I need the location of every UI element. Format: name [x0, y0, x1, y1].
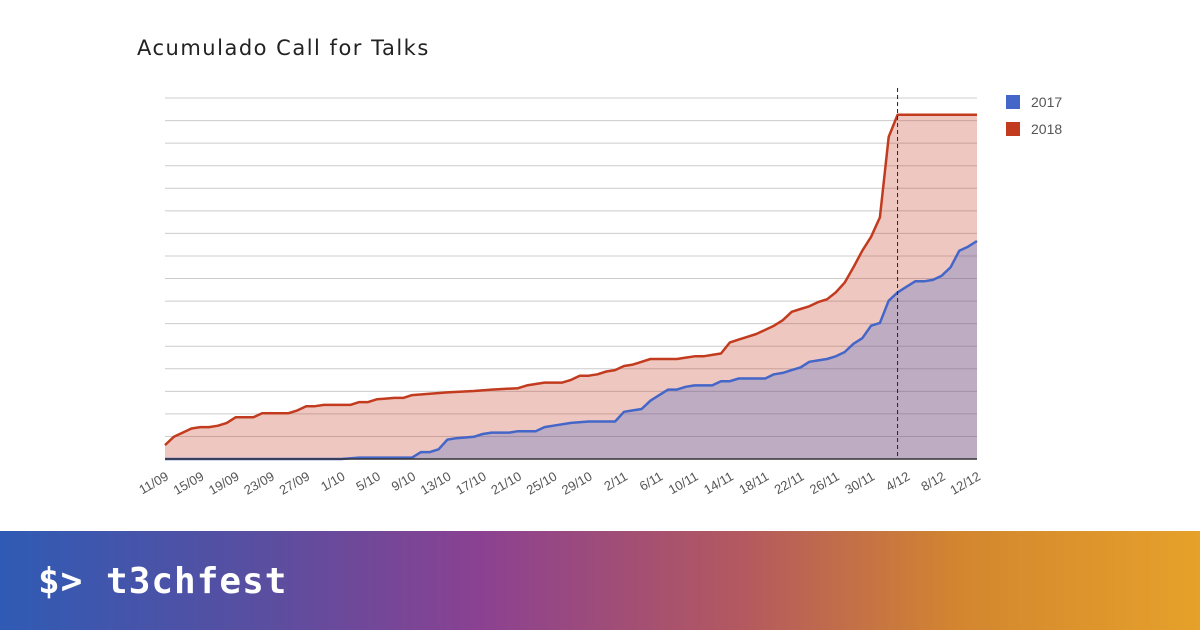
- x-tick-label: 23/09: [241, 468, 277, 497]
- x-tick-label: 25/10: [524, 468, 560, 497]
- x-tick-label: 19/09: [206, 468, 242, 497]
- legend-swatch-2017: [1006, 94, 1020, 109]
- chart-title: Acumulado Call for Talks: [137, 36, 430, 60]
- series-area-2018: [165, 114, 977, 459]
- series-lines: [164, 113, 978, 461]
- series-line-2018[interactable]: [164, 113, 977, 447]
- x-tick-label: 17/10: [453, 468, 489, 497]
- x-tick-label: 14/11: [701, 469, 736, 498]
- legend-item-2018[interactable]: 2018: [1006, 115, 1062, 142]
- x-tick-label: 2/11: [601, 469, 630, 494]
- x-tick-label: 4/12: [883, 468, 912, 494]
- series-line-2017[interactable]: [165, 239, 978, 461]
- x-tick-label: 15/09: [171, 468, 207, 497]
- x-tick-label: 21/10: [488, 468, 524, 497]
- x-tick-label: 22/11: [772, 468, 807, 497]
- chart-area: 11/09 15/09 19/09 23/09 27/09 1/10 5/10 9/10 13/…: [136, 88, 983, 498]
- x-tick-label: 10/11: [666, 469, 701, 498]
- legend-label-2017: 2017: [1031, 93, 1063, 110]
- gridlines: [165, 97, 977, 437]
- x-tick-label: 9/10: [389, 468, 418, 494]
- x-tick-label: 27/09: [277, 468, 313, 497]
- x-tick-label: 11/09: [136, 468, 171, 497]
- x-tick-label: 12/12: [947, 468, 983, 497]
- x-tick-label: 18/11: [736, 469, 771, 498]
- legend-item-2017[interactable]: 2017: [1006, 88, 1062, 115]
- x-tick-label: 29/10: [559, 469, 595, 498]
- footer-banner: $> t3chfest: [0, 531, 1200, 630]
- legend-label-2018: 2018: [1031, 120, 1063, 137]
- brand-logo-text: $> t3chfest: [38, 561, 288, 602]
- x-axis-tick-labels: 11/09 15/09 19/09 23/09 27/09 1/10 5/10 9/10 13/…: [136, 468, 983, 497]
- x-tick-label: 8/12: [918, 468, 947, 494]
- series-area-2017: [165, 241, 977, 459]
- x-tick-label: 30/11: [842, 468, 877, 497]
- x-tick-label: 6/11: [637, 469, 666, 494]
- series-areas: [165, 114, 977, 459]
- x-tick-label: 1/10: [318, 468, 347, 494]
- x-tick-label: 26/11: [807, 468, 842, 497]
- x-tick-label: 5/10: [353, 468, 382, 494]
- legend-swatch-2018: [1006, 121, 1020, 136]
- legend: 2017 2018: [1006, 88, 1062, 142]
- x-tick-label: 13/10: [418, 468, 454, 497]
